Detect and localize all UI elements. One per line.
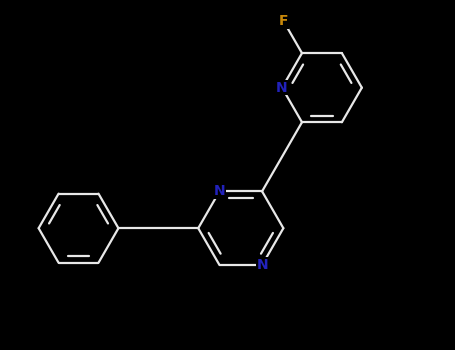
Text: N: N [214, 184, 225, 198]
Text: F: F [278, 14, 288, 28]
Text: N: N [276, 80, 288, 94]
Text: N: N [256, 258, 268, 272]
